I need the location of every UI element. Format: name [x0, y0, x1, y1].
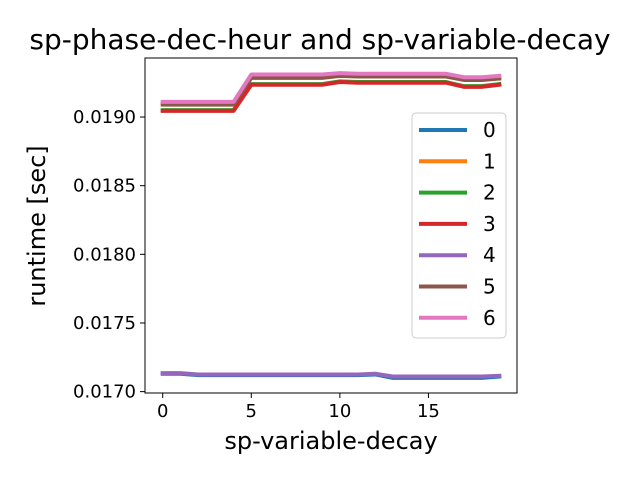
- series-line-3: [160, 80, 502, 113]
- y-tick-label: 0.0170: [73, 382, 136, 403]
- legend-label-4: 4: [483, 243, 496, 267]
- x-tick-label: 15: [417, 401, 440, 422]
- legend-label-1: 1: [483, 149, 496, 173]
- series-lines: [160, 71, 502, 380]
- legend-label-3: 3: [483, 212, 496, 236]
- legend: 0 1 2 3 4 5 6: [411, 112, 507, 339]
- y-tick-label: 0.0190: [73, 107, 136, 128]
- y-tick-label: 0.0185: [73, 176, 136, 197]
- y-tick-label: 0.0180: [73, 244, 136, 265]
- legend-label-5: 5: [483, 275, 496, 299]
- legend-label-0: 0: [483, 118, 496, 142]
- plot-area-frame: [144, 57, 518, 394]
- x-tick-label: 5: [246, 401, 257, 422]
- x-axis-label: sp-variable-decay: [224, 427, 437, 455]
- x-tick-label: 0: [157, 401, 168, 422]
- series-line-5: [160, 73, 502, 107]
- y-axis-label: runtime [sec]: [23, 145, 51, 306]
- legend-label-2: 2: [483, 181, 496, 205]
- series-line-4: [160, 371, 502, 379]
- y-tick-label: 0.0175: [73, 313, 136, 334]
- y-axis-ticks: 0.0170 0.0175 0.0180 0.0185 0.0190: [73, 107, 145, 403]
- x-axis-ticks: 0 5 10 15: [157, 393, 440, 422]
- legend-label-6: 6: [483, 306, 496, 330]
- x-tick-label: 10: [328, 401, 351, 422]
- series-line-6: [160, 71, 502, 104]
- chart-title: sp-phase-dec-heur and sp-variable-decay: [29, 23, 610, 56]
